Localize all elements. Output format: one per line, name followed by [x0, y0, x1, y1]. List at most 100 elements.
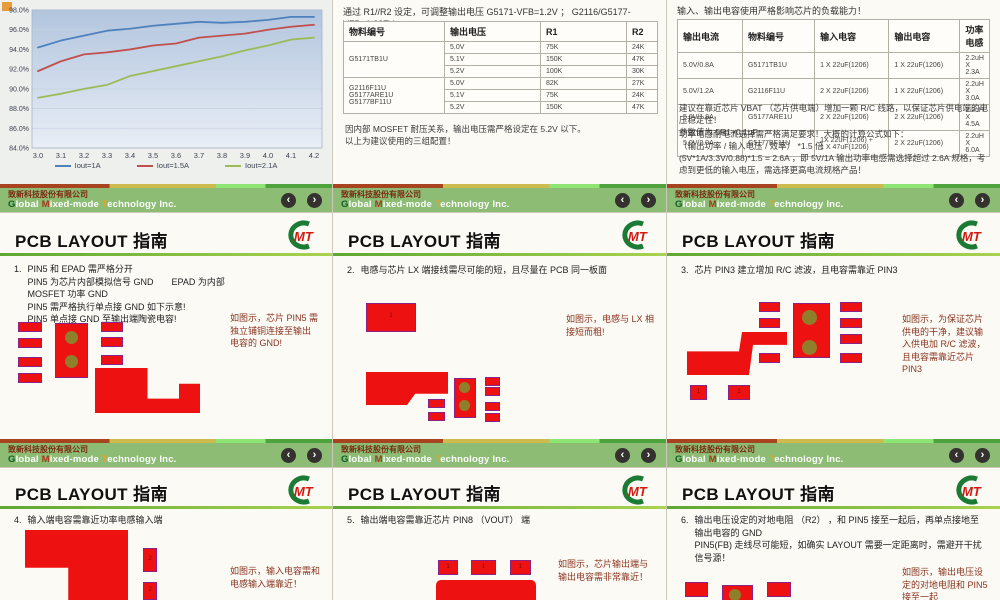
table-row: 5.2V 100K 30K: [344, 65, 658, 78]
chip-pad: [485, 402, 500, 411]
table-header-cell: 物料编号: [343, 21, 445, 42]
next-slide-button[interactable]: ›: [975, 192, 990, 208]
next-slide-button[interactable]: ›: [307, 192, 322, 208]
x-tick-label: 3.8: [217, 151, 227, 160]
chart-line-Iout=2.1A: [37, 36, 315, 99]
prev-slide-button[interactable]: ‹: [949, 192, 964, 208]
diagram-caption: 如图示，芯片 PIN5 需独立铺铜连接至输出电容的 GND!: [230, 313, 319, 349]
header-rule: [0, 506, 332, 509]
slide-3-cap-inductor-selection[interactable]: 输入、输出电容使用严格影响芯片的负载能力！ 输出电流 物料编号 输入电容 输出电…: [667, 0, 1000, 212]
slide-intro-text: 输入、输出电容使用严格影响芯片的负载能力！: [677, 6, 867, 16]
component-pad: 1: [728, 385, 750, 400]
company-en-part: G: [341, 198, 349, 210]
slide-5-pcb-rule-2[interactable]: PCB LAYOUT 指南 MT 2. 电感与芯片 LX 端接线需尽可能的短，且…: [333, 213, 666, 467]
legend-swatch: [136, 164, 153, 167]
prev-slide-button[interactable]: ‹: [949, 447, 964, 463]
y-tick-label: 84.0%: [9, 146, 29, 153]
table-cell: 100K: [540, 65, 627, 78]
company-en-part: T: [434, 198, 441, 210]
legend-label: Iout=1.5A: [156, 161, 190, 170]
x-tick-label: 3.5: [148, 151, 158, 160]
chip-pad: [428, 399, 445, 408]
x-tick-label: 3.7: [194, 151, 204, 160]
pad-label: 1: [389, 313, 393, 319]
company-block: 致新科技股份有限公司 Global Mixed-mode Technology …: [8, 190, 177, 210]
table-cell: 82K: [540, 77, 627, 90]
table-cell: 5.0V: [444, 41, 541, 54]
slide-1-efficiency-chart[interactable]: 84.0% 86.0% 88.0% 90.0% 92.0% 94.0% 96.0% 98.0%…: [0, 0, 332, 212]
slide-9-pcb-rule-6[interactable]: PCB LAYOUT 指南 MT 6. 输出电压设定的对地电阻 （R2） ，和 …: [667, 468, 1000, 600]
rc-note: 建议在靠近芯片 VBAT （芯片供电端）增加一颗 R/C 线路，以保证芯片供电端…: [679, 103, 989, 137]
pad-label: 2: [148, 556, 152, 562]
company-en-part: echnology Inc.: [440, 198, 510, 210]
company-en-part: lobal: [348, 198, 375, 210]
next-slide-button[interactable]: ›: [641, 192, 656, 208]
table-cell: 1 X 22uF(1206): [888, 78, 961, 105]
table-cell: 30K: [626, 65, 658, 78]
company-en-part: G: [8, 198, 16, 210]
x-tick-label: 3.9: [240, 151, 250, 160]
company-en-part: lobal: [682, 198, 709, 210]
company-name-en: Global Mixed-mode Technology Inc.: [675, 198, 844, 210]
gmt-logo-icon: MT: [288, 475, 314, 505]
x-tick-label: 3.3: [102, 151, 112, 160]
rule-text: 4. 输入端电容需靠近功率电感输入端: [14, 515, 163, 525]
y-tick-label: 96.0%: [9, 27, 29, 34]
diagram-caption: 如图示，输出电压设定的对地电阻和 PIN5 接至一起: [902, 567, 988, 600]
table-cell: 2 X 22uF(1206): [814, 78, 890, 105]
gmt-logo-icon: MT: [622, 475, 648, 505]
slide-title: PCB LAYOUT 指南: [15, 485, 168, 504]
company-en-part: M: [41, 198, 50, 210]
header-rule: [333, 253, 666, 256]
next-slide-button[interactable]: ›: [641, 447, 656, 463]
prev-slide-button[interactable]: ‹: [281, 192, 296, 208]
table-row: G5171TB1U 5.0V 75K 24K: [343, 41, 658, 78]
table-cell: 24K: [626, 41, 658, 54]
company-en-part: ixed-mode: [382, 198, 435, 210]
company-en-part: lobal: [15, 453, 42, 465]
company-en-part: echnology Inc.: [774, 453, 844, 465]
slide-4-pcb-rule-1[interactable]: PCB LAYOUT 指南 MT 1. PIN5 和 EPAD 需严格分开 PI…: [0, 213, 332, 467]
slide-footer: 致新科技股份有限公司 Global Mixed-mode Technology …: [667, 439, 1000, 467]
prev-slide-button[interactable]: ‹: [615, 192, 630, 208]
chart-plot-area: [32, 10, 322, 148]
slide-7-pcb-rule-4[interactable]: PCB LAYOUT 指南 MT 4. 输入端电容需靠近功率电感输入端 如图示，…: [0, 468, 332, 600]
x-tick-label: 4.2: [309, 151, 319, 160]
x-tick-label: 4.1: [286, 151, 296, 160]
slide-8-pcb-rule-5[interactable]: PCB LAYOUT 指南 MT 5. 输出端电容需靠近芯片 PIN8 （VOU…: [333, 468, 666, 600]
prev-slide-button[interactable]: ‹: [615, 447, 630, 463]
table-cell: 5.1V: [444, 89, 541, 102]
chart-line-Iout=1.5A: [37, 23, 315, 73]
pcb-via: [459, 382, 470, 393]
header-rule: [667, 506, 1000, 509]
table-header-cell: 输出电容: [888, 19, 961, 53]
gmt-logo-icon: MT: [956, 220, 982, 250]
slide-6-pcb-rule-3[interactable]: PCB LAYOUT 指南 MT 3. 芯片 PIN3 建立增加 R/C 滤波，…: [667, 213, 1000, 467]
company-en-part: G: [675, 198, 683, 210]
next-slide-button[interactable]: ›: [307, 447, 322, 463]
company-block: 致新科技股份有限公司 Global Mixed-mode Technology …: [341, 445, 510, 465]
pad-label: 1: [481, 564, 486, 570]
company-en-part: lobal: [348, 453, 375, 465]
diagram-caption: 如图示，芯片输出端与输出电容需非常靠近！: [558, 559, 649, 582]
table-cell: 47K: [626, 53, 658, 66]
chip-pad: [840, 302, 862, 312]
prev-slide-button[interactable]: ‹: [281, 447, 296, 463]
component-pad: 2: [143, 582, 157, 600]
slide-edge-accent: [2, 2, 12, 11]
cap-selection-table: 输出电流 物料编号 输入电容 输出电容 功率电感 5.0V/0.8A G5171…: [677, 19, 990, 157]
next-slide-button[interactable]: ›: [975, 447, 990, 463]
slide-2-voltage-setting[interactable]: 通过 R1//R2 设定，可调整输出电压 G5171-VFB=1.2V ； G2…: [333, 0, 666, 212]
company-en-part: M: [41, 453, 50, 465]
table-cell: 5.2V: [444, 101, 541, 114]
table-header-cell: 输出电流: [677, 19, 743, 53]
chip-pad: [840, 353, 862, 363]
rule-text: 1. PIN5 和 EPAD 需严格分开 PIN5 为芯片内部模拟信号 GND …: [14, 264, 225, 325]
svg-text:MT: MT: [294, 229, 314, 244]
pcb-via: [802, 310, 817, 325]
table-cell: 27K: [626, 77, 658, 90]
slide-title: PCB LAYOUT 指南: [682, 485, 835, 504]
table-cell: 150K: [540, 101, 627, 114]
company-en-part: T: [768, 198, 775, 210]
table-header-cell: 功率电感: [959, 19, 990, 53]
